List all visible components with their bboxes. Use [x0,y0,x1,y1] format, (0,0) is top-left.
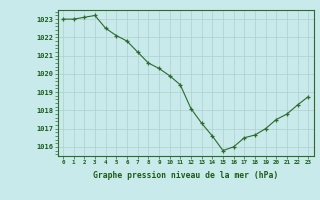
X-axis label: Graphe pression niveau de la mer (hPa): Graphe pression niveau de la mer (hPa) [93,171,278,180]
